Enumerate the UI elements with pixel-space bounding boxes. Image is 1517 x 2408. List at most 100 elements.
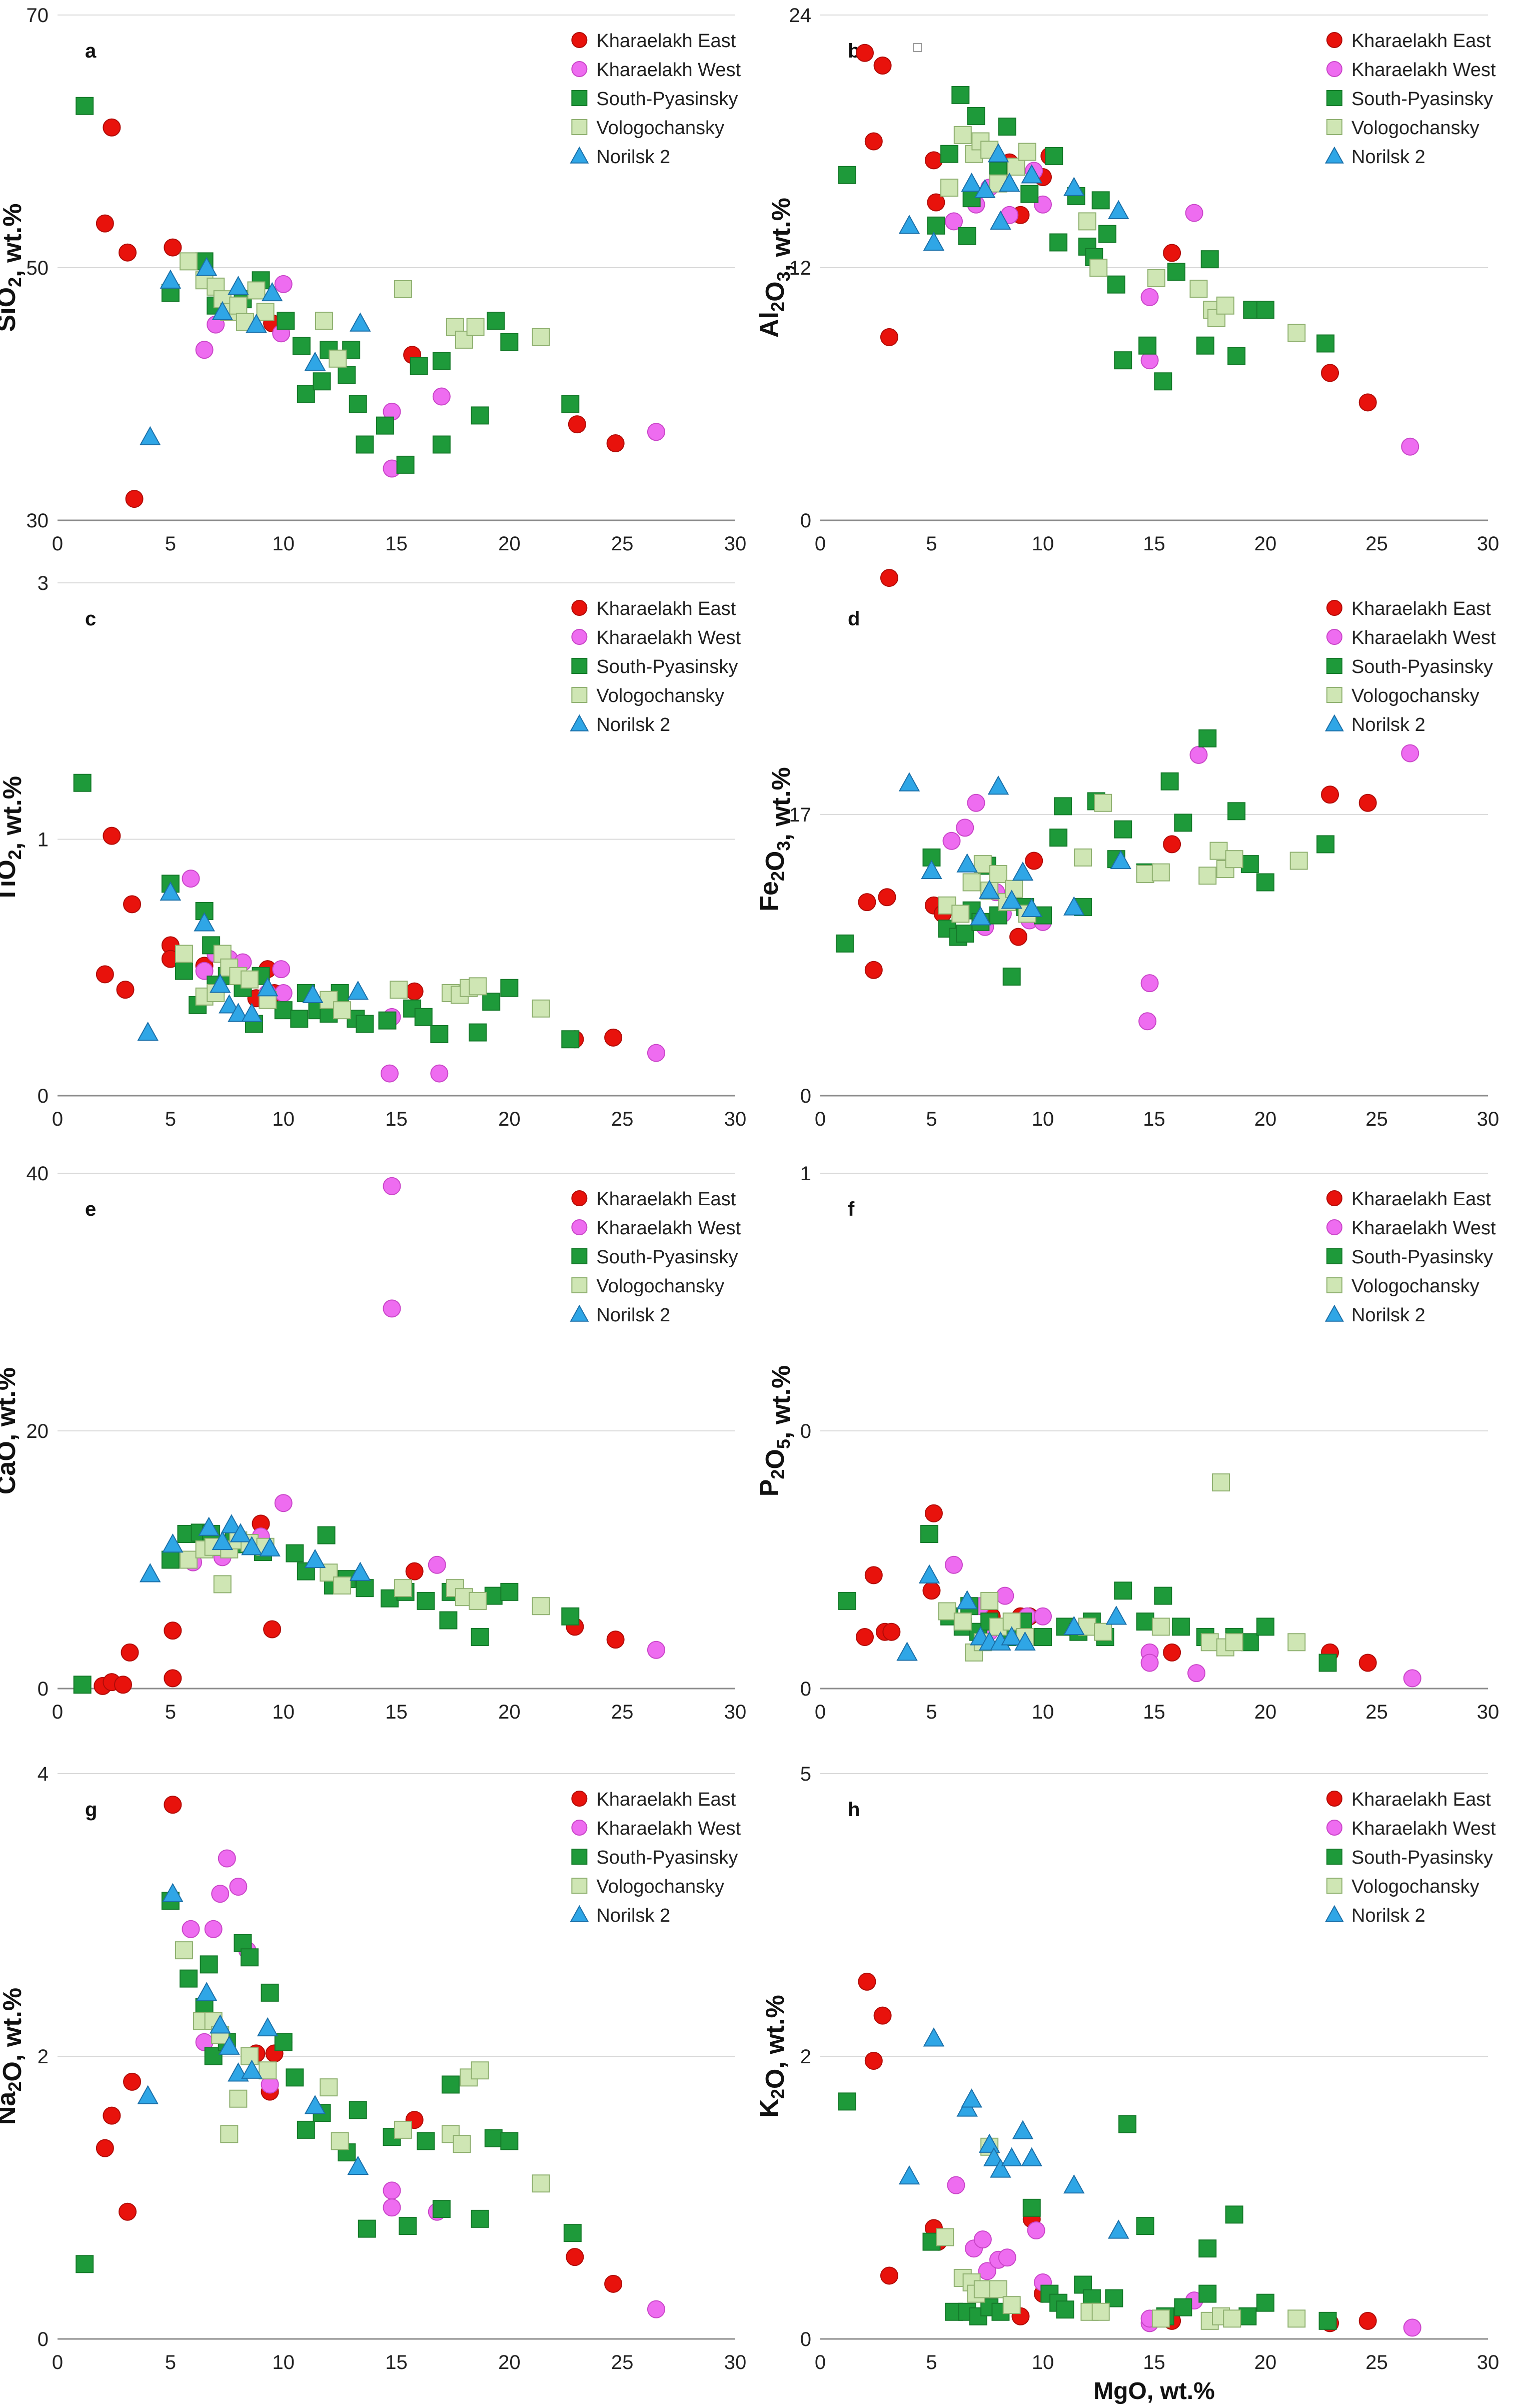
series-norilsk-2 bbox=[898, 2027, 1129, 2239]
data-point bbox=[247, 281, 266, 300]
data-point bbox=[1074, 848, 1092, 867]
legend-label-kharaelakh-west: Kharaelakh West bbox=[596, 60, 741, 81]
legend-marker-south-pyasinsky bbox=[1326, 90, 1342, 106]
legend-marker-south-pyasinsky bbox=[571, 1849, 588, 1865]
series-kharaelakh-east bbox=[94, 1514, 625, 1695]
series-south-pyasinsky bbox=[76, 1892, 582, 2273]
legend-label-kharaelakh-west: Kharaelakh West bbox=[1351, 627, 1496, 648]
y-tick-label: 0 bbox=[800, 2328, 811, 2350]
x-tick-label: 20 bbox=[498, 1701, 521, 1723]
data-point bbox=[990, 210, 1011, 230]
data-point bbox=[121, 1643, 139, 1662]
y-tick-label: 0 bbox=[800, 1678, 811, 1700]
x-tick-label: 30 bbox=[1477, 533, 1499, 555]
data-point bbox=[1401, 744, 1419, 762]
legend-marker-vologochansky bbox=[571, 1878, 588, 1894]
data-point bbox=[96, 2139, 114, 2157]
legend-marker-south-pyasinsky bbox=[571, 1248, 588, 1264]
data-point bbox=[315, 312, 333, 330]
data-point bbox=[405, 1562, 424, 1580]
legend-marker-south-pyasinsky bbox=[571, 90, 588, 106]
data-point bbox=[484, 2129, 503, 2147]
x-tick-label: 0 bbox=[815, 1108, 826, 1130]
data-point bbox=[349, 1561, 371, 1581]
data-point bbox=[1094, 1623, 1112, 1641]
series-vologochansky bbox=[179, 252, 550, 368]
data-point bbox=[241, 1003, 263, 1022]
data-point bbox=[229, 2089, 248, 2108]
legend-label-kharaelakh-west: Kharaelakh West bbox=[596, 627, 741, 648]
data-point bbox=[989, 865, 1007, 883]
data-point bbox=[347, 2155, 369, 2175]
data-point bbox=[1403, 2318, 1421, 2337]
y-tick-label: 0 bbox=[800, 1085, 811, 1107]
data-point bbox=[927, 193, 945, 212]
data-point bbox=[647, 1641, 665, 1659]
legend: Kharaelakh East Kharaelakh West South-Pyas… bbox=[1325, 598, 1496, 735]
y-axis-label: SiO2, wt.% bbox=[0, 204, 27, 332]
legend-label-vologochansky: Vologochansky bbox=[1351, 1276, 1479, 1297]
data-point bbox=[162, 1883, 184, 1902]
legend-label-kharaelakh-east: Kharaelakh East bbox=[1351, 31, 1491, 52]
legend-marker-norilsk-2 bbox=[1325, 1304, 1344, 1322]
legend-label-vologochansky: Vologochansky bbox=[596, 1876, 724, 1897]
data-point bbox=[219, 2035, 240, 2055]
data-point bbox=[1358, 1654, 1377, 1672]
legend-marker-norilsk-2 bbox=[570, 146, 589, 164]
data-point bbox=[1021, 898, 1042, 918]
data-point bbox=[1318, 2311, 1337, 2330]
data-point bbox=[1227, 347, 1246, 365]
x-tick-label: 25 bbox=[611, 1701, 634, 1723]
series-norilsk-2 bbox=[896, 1564, 1127, 1661]
x-tick-label: 10 bbox=[1032, 1701, 1054, 1723]
data-point bbox=[1025, 852, 1043, 870]
data-point bbox=[1007, 158, 1025, 176]
x-tick-label: 15 bbox=[385, 533, 408, 555]
legend-label-norilsk-2: Norilsk 2 bbox=[596, 1305, 670, 1326]
data-point bbox=[973, 2230, 992, 2249]
data-point bbox=[164, 238, 182, 257]
data-point bbox=[940, 145, 959, 163]
series-south-pyasinsky bbox=[76, 97, 580, 474]
data-point bbox=[432, 387, 451, 406]
data-point bbox=[469, 977, 487, 996]
data-point bbox=[1358, 393, 1377, 412]
data-point bbox=[383, 2181, 401, 2200]
data-point bbox=[414, 1008, 433, 1026]
data-point bbox=[922, 1581, 941, 1600]
data-point bbox=[500, 333, 519, 351]
data-point bbox=[896, 1642, 918, 1661]
data-point bbox=[333, 1576, 352, 1594]
data-point bbox=[1198, 2284, 1217, 2303]
data-point bbox=[160, 881, 182, 901]
series-south-pyasinsky bbox=[838, 1525, 1337, 1672]
data-point bbox=[1200, 1633, 1219, 1652]
data-point bbox=[500, 1582, 519, 1601]
data-point bbox=[961, 173, 982, 192]
data-point bbox=[923, 2027, 945, 2047]
x-tick-label: 20 bbox=[1254, 2351, 1277, 2373]
data-point bbox=[257, 2017, 279, 2037]
data-point bbox=[331, 2132, 349, 2150]
data-point bbox=[1256, 301, 1274, 319]
data-point bbox=[430, 1064, 449, 1083]
data-point bbox=[194, 912, 215, 932]
data-point bbox=[1012, 2120, 1034, 2139]
data-point bbox=[213, 1575, 232, 1593]
data-point bbox=[1240, 1633, 1259, 1652]
y-axis-label: Fe2O3, wt.% bbox=[755, 767, 796, 912]
data-point bbox=[1209, 842, 1228, 860]
data-point bbox=[471, 1628, 489, 1646]
data-point bbox=[1022, 2198, 1041, 2217]
data-point bbox=[940, 179, 959, 197]
data-point bbox=[218, 1849, 236, 1868]
legend-marker-kharaelakh-west bbox=[571, 629, 588, 645]
data-point bbox=[1174, 814, 1192, 832]
data-point bbox=[274, 1494, 293, 1512]
legend-marker-south-pyasinsky bbox=[571, 658, 588, 674]
data-point bbox=[1114, 1581, 1132, 1600]
data-point bbox=[356, 1015, 374, 1033]
data-point bbox=[1256, 1618, 1274, 1636]
y-axis-label: K2O, wt.% bbox=[755, 1995, 790, 2117]
data-point bbox=[945, 1555, 963, 1574]
